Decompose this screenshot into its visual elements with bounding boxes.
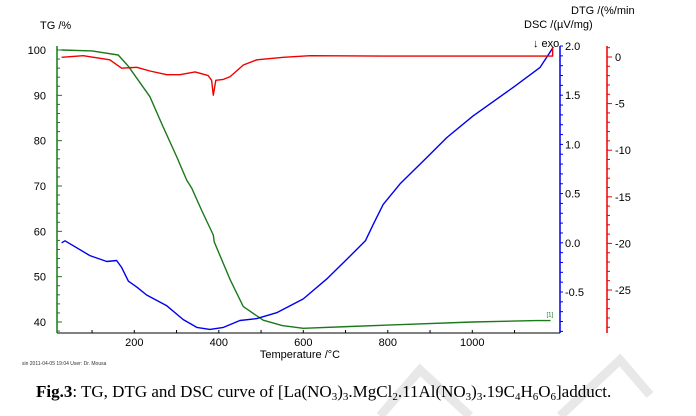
caption-subscript: 6	[532, 391, 539, 403]
x-tick-label: 600	[294, 337, 312, 349]
tg-tick-label: 80	[34, 136, 46, 148]
caption-subscript: 4	[514, 391, 521, 403]
x-tick-label: 800	[379, 337, 397, 349]
caption-label: Fig.3	[36, 382, 73, 401]
x-tick-label: 1000	[460, 337, 484, 349]
dsc-axis-title: DSC /(µV/mg)	[524, 19, 593, 31]
x-axis-title: Temperature /°C	[260, 349, 340, 361]
caption-text: : TG, DTG and DSC curve of [La(NO	[72, 382, 332, 401]
caption-text: .MgCl	[348, 382, 393, 401]
dtg-tick-label: 0	[615, 52, 621, 64]
caption-text: O	[538, 382, 551, 401]
dtg-tick-label: -10	[615, 145, 631, 157]
caption-text: H	[520, 382, 533, 401]
dsc-tick-label: 1.5	[565, 90, 580, 102]
tg-axis-title: TG /%	[40, 20, 71, 32]
dsc-tick-label: 0.0	[565, 238, 580, 250]
watermark	[376, 353, 654, 416]
tg-tick-label: 50	[34, 272, 46, 284]
dtg-tick-label: -25	[615, 285, 631, 297]
dtg-curve	[61, 46, 554, 96]
tg-tick-label: 90	[34, 90, 46, 102]
tg-curve-end-label: [1]	[546, 313, 553, 319]
caption-text: ]adduct.	[556, 382, 612, 401]
dtg-tick-label: -15	[615, 192, 631, 204]
x-tick-label: 400	[210, 337, 228, 349]
dtg-axis-title: DTG /(%/min	[571, 5, 635, 17]
tg-curve	[61, 49, 551, 329]
tg-tick-label: 60	[34, 226, 46, 238]
caption-subscript: 3	[342, 391, 349, 403]
dsc-tick-label: 1.0	[565, 139, 580, 151]
caption-subscript: 6	[550, 391, 557, 403]
dtg-tick-label: -5	[615, 99, 625, 111]
caption-subscript: 3	[331, 391, 338, 403]
instrument-footer: sin 2011-04-05 19:04 User: Dr. Mousa	[22, 361, 107, 367]
exo-annotation: ↓ exo	[533, 38, 559, 50]
dsc-curve	[61, 46, 554, 331]
dsc-tick-label: -0.5	[565, 287, 584, 299]
caption-subscript: 3	[476, 391, 483, 403]
dsc-tick-label: 0.5	[565, 189, 580, 201]
tg-tick-label: 70	[34, 181, 46, 193]
caption-subscript: 2	[392, 391, 398, 403]
tg-tick-label: 40	[34, 317, 46, 329]
tg-tick-label: 100	[28, 45, 46, 57]
caption-subscript: 3	[465, 391, 472, 403]
x-tick-label: 200	[125, 337, 143, 349]
caption-text: )	[337, 382, 343, 401]
caption-text: .11Al(NO	[397, 382, 466, 401]
figure-caption: Fig.3: TG, DTG and DSC curve of [La(NO3)…	[36, 382, 611, 403]
dsc-tick-label: 2.0	[565, 41, 580, 53]
dtg-tick-label: -20	[615, 238, 631, 250]
caption-text: .19C	[482, 382, 515, 401]
caption-text: )	[471, 382, 477, 401]
